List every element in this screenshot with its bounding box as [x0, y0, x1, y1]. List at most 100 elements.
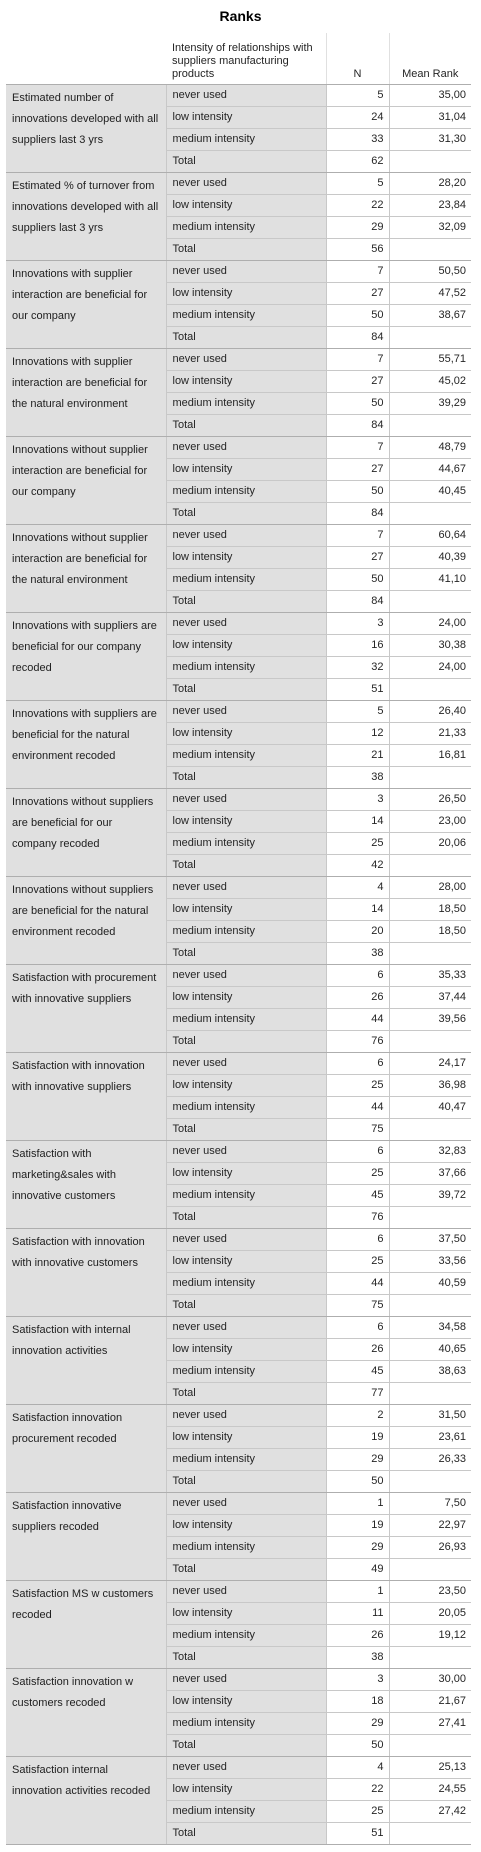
variable-label: Satisfaction innovation procurement reco… [6, 1404, 166, 1493]
mean-rank-cell: 19,12 [388, 1624, 471, 1647]
category-cell: Total [165, 1646, 326, 1669]
table-row: Satisfaction internal innovation activit… [6, 1756, 471, 1845]
table-row: Innovations without supplier interaction… [6, 524, 471, 613]
n-cell: 25 [325, 1250, 389, 1273]
table-row: medium intensity 29 27,41 [6, 1712, 471, 1735]
category-cell: medium intensity [165, 1272, 326, 1295]
category-cell: Total [165, 942, 326, 965]
n-cell: 7 [325, 436, 389, 459]
mean-rank-cell: 40,47 [388, 1096, 471, 1119]
category-cell: low intensity [165, 986, 326, 1009]
n-cell: 84 [325, 590, 389, 613]
table-row: low intensity 25 33,56 [6, 1250, 471, 1273]
category-cell: medium intensity [165, 656, 326, 679]
variable-label: Innovations with supplier interaction ar… [6, 348, 166, 437]
mean-rank-cell [388, 1470, 471, 1493]
mean-rank-cell [388, 1558, 471, 1581]
category-cell: low intensity [165, 1514, 326, 1537]
mean-rank-cell: 18,50 [388, 898, 471, 921]
header-row: Intensity of relationships with supplier… [6, 33, 471, 85]
table-row: Satisfaction with marketing&sales with i… [6, 1140, 471, 1229]
table-row: medium intensity 50 40,45 [6, 480, 471, 503]
n-cell: 76 [325, 1030, 389, 1053]
n-cell: 21 [325, 744, 389, 767]
category-cell: low intensity [165, 194, 326, 217]
mean-rank-cell: 27,42 [388, 1800, 471, 1823]
table-row: Total 38 [6, 942, 471, 965]
n-cell: 50 [325, 1470, 389, 1493]
table-row: medium intensity 44 39,56 [6, 1008, 471, 1031]
category-cell: never used [165, 1140, 326, 1163]
table-row: Innovations without supplier interaction… [6, 436, 471, 525]
n-cell: 77 [325, 1382, 389, 1405]
n-cell: 44 [325, 1096, 389, 1119]
category-cell: low intensity [165, 1426, 326, 1449]
table-row: Total 51 [6, 678, 471, 701]
n-cell: 29 [325, 1536, 389, 1559]
variable-label: Satisfaction with procurement with innov… [6, 964, 166, 1053]
table-row: Total 84 [6, 590, 471, 613]
table-row: Satisfaction innovation w customers reco… [6, 1668, 471, 1757]
n-cell: 27 [325, 458, 389, 481]
category-cell: never used [165, 1492, 326, 1515]
table-row: Innovations with supplier interaction ar… [6, 260, 471, 349]
category-cell: never used [165, 964, 326, 987]
table-row: Satisfaction with procurement with innov… [6, 964, 471, 1053]
table-row: low intensity 27 47,52 [6, 282, 471, 305]
mean-rank-cell: 40,39 [388, 546, 471, 569]
table-row: medium intensity 45 39,72 [6, 1184, 471, 1207]
mean-rank-cell: 33,56 [388, 1250, 471, 1273]
n-cell: 50 [325, 304, 389, 327]
category-cell: low intensity [165, 1162, 326, 1185]
table-row: low intensity 12 21,33 [6, 722, 471, 745]
n-cell: 3 [325, 612, 389, 635]
n-cell: 42 [325, 854, 389, 877]
n-cell: 1 [325, 1492, 389, 1515]
n-cell: 7 [325, 348, 389, 371]
table-row: Innovations with suppliers are beneficia… [6, 700, 471, 789]
category-cell: Total [165, 1734, 326, 1757]
n-cell: 5 [325, 700, 389, 723]
n-cell: 84 [325, 414, 389, 437]
table-row: Innovations without suppliers are benefi… [6, 876, 471, 965]
table-row: medium intensity 33 31,30 [6, 128, 471, 151]
table-row: low intensity 27 40,39 [6, 546, 471, 569]
category-cell: Total [165, 238, 326, 261]
mean-rank-cell: 39,29 [388, 392, 471, 415]
variable-label: Satisfaction with innovation with innova… [6, 1052, 166, 1141]
n-cell: 24 [325, 106, 389, 129]
category-cell: low intensity [165, 722, 326, 745]
mean-rank-cell: 20,05 [388, 1602, 471, 1625]
category-cell: medium intensity [165, 920, 326, 943]
n-cell: 84 [325, 502, 389, 525]
n-cell: 27 [325, 282, 389, 305]
n-cell: 6 [325, 1228, 389, 1251]
category-cell: never used [165, 788, 326, 811]
mean-rank-cell: 37,66 [388, 1162, 471, 1185]
mean-rank-cell: 24,17 [388, 1052, 471, 1075]
table-row: Total 75 [6, 1118, 471, 1141]
variable-label: Innovations without suppliers are benefi… [6, 788, 166, 877]
mean-rank-cell: 31,50 [388, 1404, 471, 1427]
n-cell: 20 [325, 920, 389, 943]
n-cell: 5 [325, 172, 389, 195]
category-cell: Total [165, 1294, 326, 1317]
variable-label: Satisfaction innovation w customers reco… [6, 1668, 166, 1757]
table-row: Total 38 [6, 1646, 471, 1669]
n-cell: 50 [325, 392, 389, 415]
mean-rank-cell [388, 502, 471, 525]
n-cell: 44 [325, 1272, 389, 1295]
category-cell: Total [165, 678, 326, 701]
n-cell: 22 [325, 1778, 389, 1801]
mean-rank-cell [388, 1822, 471, 1845]
mean-rank-cell: 25,13 [388, 1756, 471, 1779]
table-row: medium intensity 25 27,42 [6, 1800, 471, 1823]
n-cell: 19 [325, 1514, 389, 1537]
table-title: Ranks [219, 8, 262, 24]
mean-rank-cell: 38,67 [388, 304, 471, 327]
category-cell: never used [165, 1316, 326, 1339]
mean-rank-cell [388, 590, 471, 613]
mean-rank-cell: 44,67 [388, 458, 471, 481]
category-cell: Total [165, 766, 326, 789]
n-cell: 25 [325, 1074, 389, 1097]
